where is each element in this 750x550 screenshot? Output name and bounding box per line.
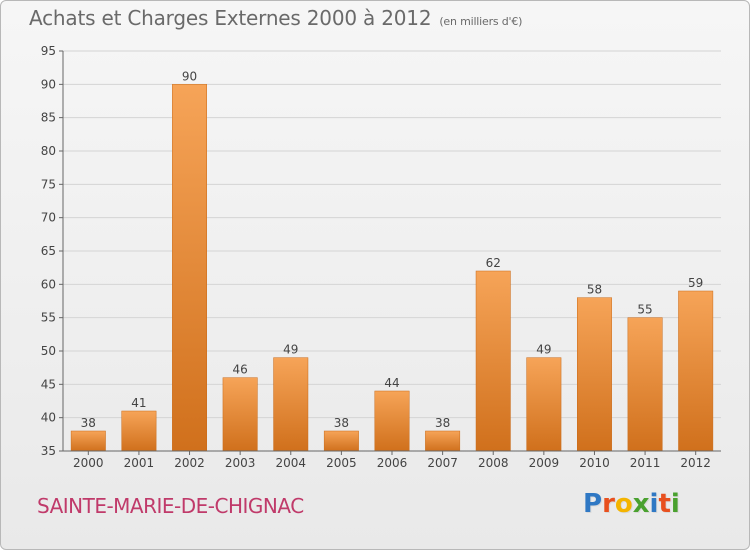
bar-value-label: 44 bbox=[384, 376, 399, 390]
x-tick-label: 2006 bbox=[377, 456, 408, 470]
logo-letter: t bbox=[658, 489, 671, 519]
x-tick-label: 2005 bbox=[326, 456, 357, 470]
bar bbox=[222, 377, 258, 452]
bar-value-label: 49 bbox=[536, 343, 551, 357]
chart-title-text: Achats et Charges Externes 2000 à 2012 bbox=[29, 6, 432, 30]
y-tick-label: 65 bbox=[41, 244, 56, 258]
x-tick-label: 2004 bbox=[275, 456, 306, 470]
logo-letter: x bbox=[632, 489, 650, 519]
bar-value-label: 62 bbox=[486, 256, 501, 270]
y-tick-label: 90 bbox=[41, 77, 56, 91]
x-tick-label: 2010 bbox=[579, 456, 610, 470]
logo-letter: i bbox=[670, 489, 680, 519]
bar bbox=[121, 410, 157, 452]
bar-value-label: 38 bbox=[334, 416, 349, 430]
bar bbox=[70, 430, 106, 452]
y-tick-label: 35 bbox=[41, 444, 56, 458]
bar bbox=[577, 297, 612, 452]
y-tick-label: 40 bbox=[41, 411, 56, 425]
y-tick-label: 70 bbox=[41, 211, 56, 225]
x-tick-label: 2001 bbox=[124, 456, 155, 470]
bar bbox=[627, 317, 663, 452]
bar bbox=[425, 430, 461, 452]
bar-value-label: 38 bbox=[435, 416, 450, 430]
bar bbox=[374, 390, 410, 452]
bar bbox=[172, 84, 207, 452]
proxiti-logo: Proxiti bbox=[583, 489, 680, 519]
logo-letter: r bbox=[602, 489, 615, 519]
bar bbox=[526, 357, 562, 452]
bar-value-label: 49 bbox=[283, 343, 298, 357]
x-tick-label: 2002 bbox=[174, 456, 205, 470]
x-tick-label: 2007 bbox=[427, 456, 458, 470]
bar-value-label: 59 bbox=[688, 276, 703, 290]
x-tick-label: 2008 bbox=[478, 456, 509, 470]
bar bbox=[323, 430, 359, 452]
y-tick-label: 45 bbox=[41, 377, 56, 391]
bar bbox=[475, 270, 511, 452]
chart-subtitle: (en milliers d'€) bbox=[439, 15, 523, 28]
bar-value-label: 41 bbox=[131, 396, 146, 410]
logo-letter: i bbox=[649, 489, 659, 519]
x-tick-label: 2003 bbox=[225, 456, 256, 470]
bar bbox=[273, 357, 309, 452]
logo-letter: P bbox=[583, 489, 603, 519]
y-tick-label: 80 bbox=[41, 144, 56, 158]
x-tick-label: 2009 bbox=[529, 456, 560, 470]
chart-title: Achats et Charges Externes 2000 à 2012 (e… bbox=[29, 6, 522, 30]
x-tick-label: 2000 bbox=[73, 456, 104, 470]
x-tick-label: 2011 bbox=[630, 456, 661, 470]
y-tick-label: 55 bbox=[41, 311, 56, 325]
bar-value-label: 38 bbox=[81, 416, 96, 430]
y-tick-label: 50 bbox=[41, 344, 56, 358]
logo-letter: o bbox=[614, 489, 633, 519]
bar-value-label: 55 bbox=[637, 303, 652, 317]
bar bbox=[678, 290, 714, 452]
x-tick-label: 2012 bbox=[680, 456, 711, 470]
y-tick-label: 85 bbox=[41, 111, 56, 125]
y-tick-label: 60 bbox=[41, 277, 56, 291]
bar-value-label: 90 bbox=[182, 69, 197, 83]
y-tick-label: 75 bbox=[41, 177, 56, 191]
bar-value-label: 46 bbox=[233, 363, 248, 377]
commune-name: SAINTE-MARIE-DE-CHIGNAC bbox=[37, 494, 304, 518]
bar-value-label: 58 bbox=[587, 283, 602, 297]
y-tick-label: 95 bbox=[41, 44, 56, 58]
